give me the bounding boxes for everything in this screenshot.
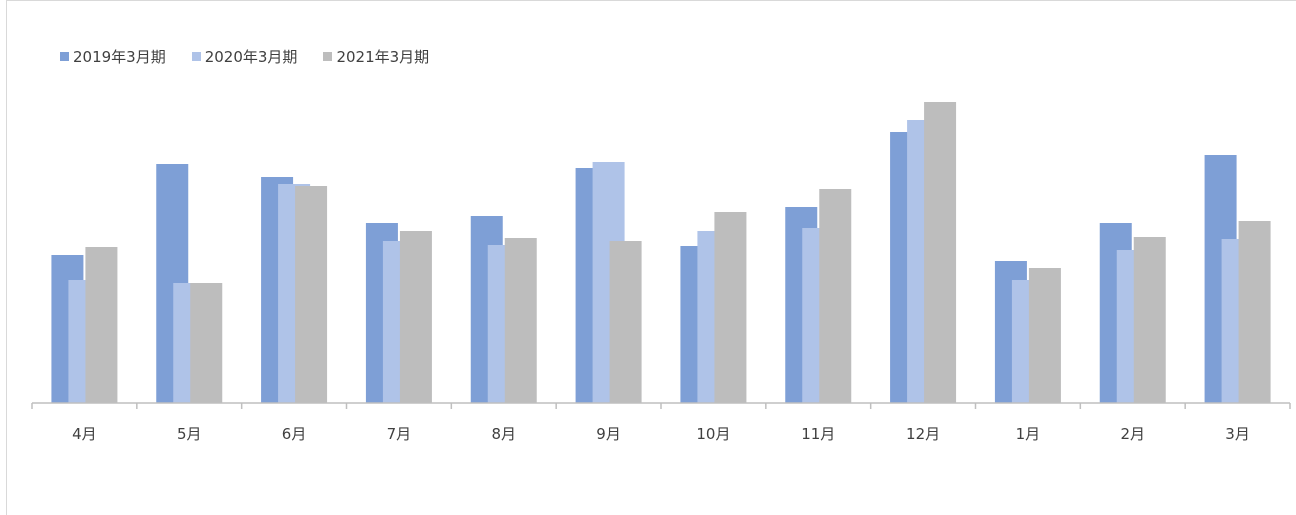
- legend-label-2019: 2019年3月期: [73, 48, 166, 66]
- legend-label-2020: 2020年3月期: [204, 48, 298, 66]
- x-tick-label: 8月: [491, 425, 516, 443]
- legend-swatch-2020: [191, 52, 201, 61]
- chart-area: [6, 0, 1296, 515]
- bar-group: [51, 102, 1271, 403]
- legend-swatch-2021: [323, 52, 333, 61]
- bar-3-2: [190, 283, 223, 403]
- legend-swatch-2019: [60, 52, 69, 61]
- x-tick-label: 11月: [801, 425, 835, 443]
- x-tick-label: 6月: [282, 425, 307, 443]
- x-axis-ticks: [31, 403, 1291, 409]
- x-axis-labels: 4月 5月 6月 7月 8月 9月 10月 11月 12月 1月 2月 3月: [72, 425, 1250, 443]
- x-tick-label: 9月: [596, 425, 621, 443]
- bar-3-8: [819, 189, 852, 403]
- legend-item-2020: 2020年3月期: [191, 46, 298, 67]
- x-tick-label: 10月: [696, 425, 730, 443]
- x-tick-label: 5月: [177, 425, 202, 443]
- bar-3-11: [1133, 237, 1166, 403]
- x-tick-label: 7月: [387, 425, 412, 443]
- bar-3-9: [924, 102, 957, 403]
- bar-3-4: [399, 231, 432, 403]
- chart-legend: 2019年3月期 2020年3月期 2021年3月期: [60, 46, 429, 67]
- bar-3-12: [1238, 221, 1271, 403]
- bar-3-7: [714, 212, 747, 403]
- x-tick-label: 3月: [1225, 425, 1250, 443]
- x-tick-label: 1月: [1016, 425, 1041, 443]
- bar-3-3: [295, 186, 328, 403]
- bar-3-6: [609, 241, 642, 403]
- legend-item-2021: 2021年3月期: [323, 46, 429, 67]
- legend-label-2021: 2021年3月期: [336, 48, 430, 66]
- bar-3-1: [85, 247, 118, 403]
- x-tick-label: 4月: [72, 425, 97, 443]
- bar-3-10: [1028, 268, 1061, 403]
- x-tick-label: 12月: [906, 425, 940, 443]
- x-tick-label: 2月: [1120, 425, 1145, 443]
- bar-3-5: [504, 238, 537, 403]
- legend-item-2019: 2019年3月期: [60, 46, 166, 67]
